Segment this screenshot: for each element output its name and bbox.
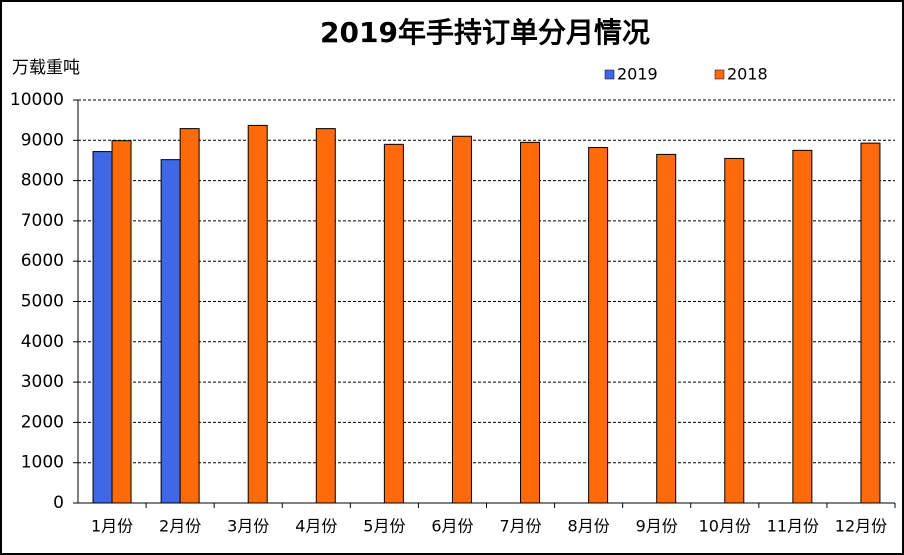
y-tick-label: 0 [53,493,64,513]
bar [160,159,181,504]
chart-title: 2019年手持订单分月情况 [320,16,650,49]
y-axis-label: 万载重吨 [12,58,80,78]
y-tick-label: 2000 [21,412,64,432]
y-tick-label: 8000 [21,171,64,191]
y-tick-label: 4000 [21,332,64,352]
bar [179,128,200,504]
x-tick-label: 2月份 [159,517,201,536]
y-tick-label: 3000 [21,372,64,392]
bar [860,142,881,504]
legend-label: 2019 [617,65,658,84]
legend-swatch [714,69,725,80]
x-tick-label: 3月份 [227,517,269,536]
y-tick-label: 7000 [21,211,64,231]
x-tick-label: 4月份 [295,517,337,536]
bar [383,143,404,504]
bar [520,141,541,504]
y-tick-label: 1000 [21,453,64,473]
bar [724,157,745,504]
x-tick-label: 5月份 [363,517,405,536]
x-tick-label: 9月份 [636,517,678,536]
bar [451,135,472,504]
x-tick-label: 10月份 [699,517,751,536]
x-tick-label: 7月份 [499,517,541,536]
x-tick-label: 8月份 [568,517,610,536]
x-tick-label: 6月份 [431,517,473,536]
y-tick-label: 9000 [21,130,64,150]
bar [111,140,132,504]
bar [92,151,113,504]
bar [792,149,813,504]
y-tick-label: 10000 [10,90,64,110]
bar [588,147,609,504]
legend-swatch [604,69,615,80]
x-tick-label: 1月份 [91,517,133,536]
bar [247,124,268,504]
bar [315,128,336,504]
legend-label: 2018 [727,65,768,84]
x-tick-label: 11月份 [767,517,819,536]
x-tick-label: 12月份 [835,517,887,536]
y-tick-label: 5000 [21,292,64,312]
bar [656,153,677,504]
y-tick-label: 6000 [21,251,64,271]
